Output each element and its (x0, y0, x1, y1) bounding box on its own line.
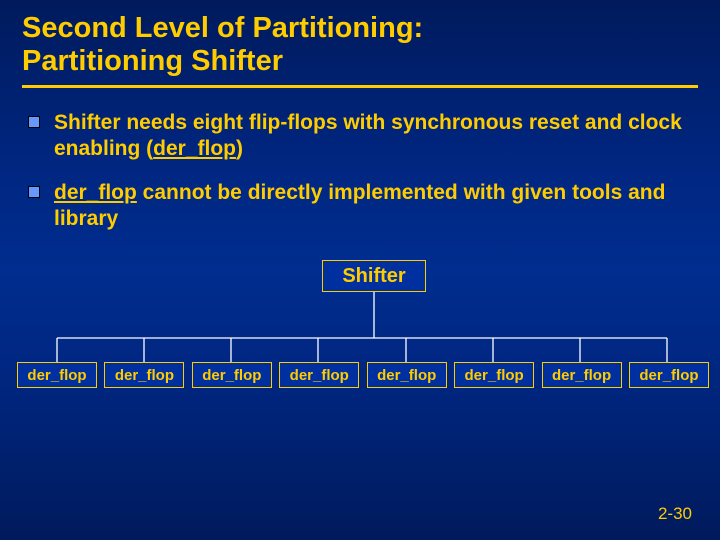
bullet-underline: der_flop (54, 181, 137, 204)
bullet-item: der_flop cannot be directly implemented … (28, 180, 698, 233)
leaf-node: der_flop (367, 362, 447, 388)
title-line1: Second Level of Partitioning: (22, 12, 423, 44)
bullet-item: Shifter needs eight flip-flops with sync… (28, 110, 698, 163)
leaf-node: der_flop (192, 362, 272, 388)
leaf-node: der_flop (629, 362, 709, 388)
leaf-node: der_flop (104, 362, 184, 388)
slide-number: 2-30 (658, 504, 692, 524)
leaf-node: der_flop (454, 362, 534, 388)
square-bullet-icon (28, 116, 40, 128)
slide-title: Second Level of Partitioning: Partitioni… (22, 12, 698, 88)
leaf-row: der_flop der_flop der_flop der_flop der_… (17, 362, 709, 388)
leaf-node: der_flop (17, 362, 97, 388)
bullet-text: der_flop cannot be directly implemented … (54, 180, 698, 233)
title-line2: Partitioning Shifter (22, 45, 283, 77)
root-node: Shifter (322, 260, 426, 292)
leaf-node: der_flop (279, 362, 359, 388)
leaf-node: der_flop (542, 362, 622, 388)
bullet-pre: Shifter needs eight flip-flops with sync… (54, 111, 682, 160)
bullet-list: Shifter needs eight flip-flops with sync… (22, 110, 698, 233)
bullet-post: cannot be directly implemented with give… (54, 181, 665, 230)
bullet-text: Shifter needs eight flip-flops with sync… (54, 110, 698, 163)
bullet-underline: der_flop (153, 137, 236, 160)
square-bullet-icon (28, 186, 40, 198)
tree-connectors (0, 292, 720, 362)
bullet-post: ) (236, 137, 243, 160)
